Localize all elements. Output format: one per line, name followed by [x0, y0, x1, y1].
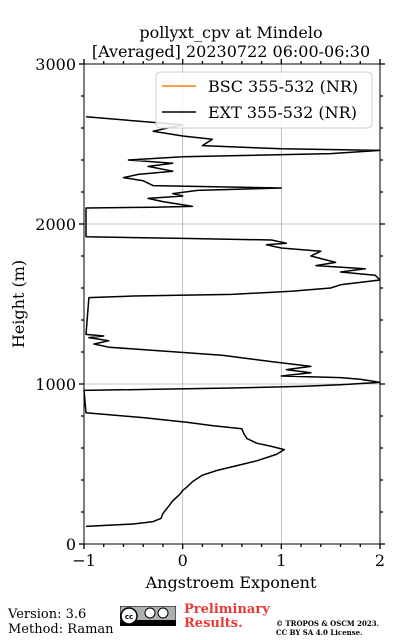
y-tick-label: 3000 [35, 55, 76, 74]
legend: BSC 355-532 (NR) EXT 355-532 (NR) [155, 71, 373, 129]
cc-license-icon: cc [120, 606, 176, 626]
chart-title: pollyxt_cpv at Mindelo [139, 23, 322, 42]
svg-text:cc: cc [125, 613, 133, 621]
plot-frame [83, 63, 381, 545]
preliminary-line-1: Preliminary [184, 602, 270, 617]
x-tick-label: 1 [276, 551, 286, 570]
grid [83, 63, 381, 545]
y-tick-label: 1000 [35, 375, 76, 394]
x-tick-label: −1 [72, 551, 96, 570]
series-line-1 [83, 116, 381, 528]
ticks [79, 59, 385, 549]
plot-area [83, 116, 381, 528]
x-tick-label: 0 [178, 551, 188, 570]
copyright-line-1: © TROPOS & OSCM 2023. [276, 619, 380, 628]
chart-subtitle: [Averaged] 20230722 06:00-06:30 [92, 42, 370, 61]
legend-label-bsc: BSC 355-532 (NR) [208, 77, 358, 96]
method-text: Method: Raman [8, 622, 114, 637]
preliminary-results-note: Preliminary Results. [184, 603, 270, 631]
y-tick-label: 2000 [35, 215, 76, 234]
x-tick-label: 2 [375, 551, 385, 570]
version-text: Version: 3.6 [8, 607, 87, 622]
y-axis-label: Height (m) [9, 260, 28, 348]
legend-box [155, 71, 373, 129]
x-axis-label: Angstroem Exponent [145, 573, 317, 592]
legend-label-ext: EXT 355-532 (NR) [208, 103, 357, 122]
copyright-line-2: CC BY SA 4.0 License. [276, 628, 363, 637]
copyright-note: © TROPOS & OSCM 2023. CC BY SA 4.0 Licen… [276, 619, 379, 637]
y-tick-label: 0 [66, 535, 76, 554]
preliminary-line-2: Results. [184, 616, 243, 631]
